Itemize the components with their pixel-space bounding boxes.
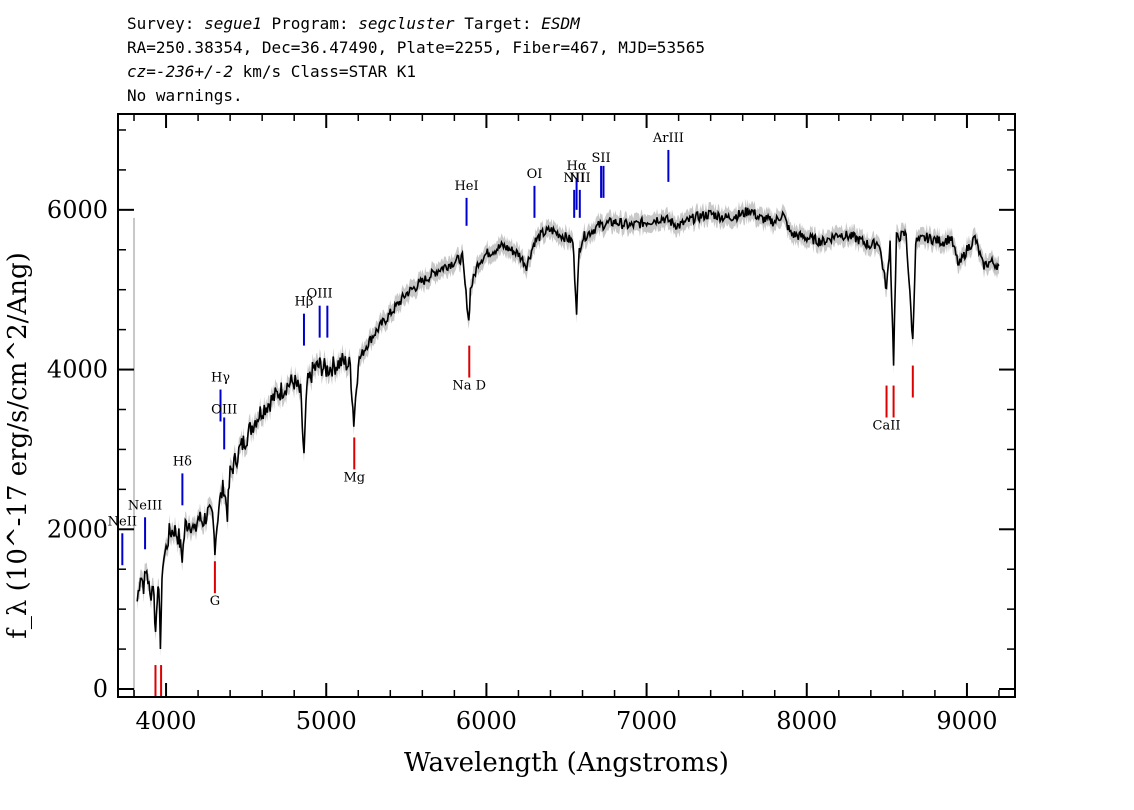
program-value: segcluster: [358, 14, 455, 33]
x-axis-title: Wavelength (Angstroms): [404, 748, 729, 778]
absorption-line-label: CaII: [873, 418, 901, 433]
emission-line-label: NII: [563, 171, 585, 186]
cz-label: cz=: [127, 62, 156, 81]
axis-ticks-layer: 4000 5000 6000 7000 8000 9000 0 2000 4000 6000: [47, 114, 1015, 735]
y-tick-label: 0: [93, 675, 108, 703]
header-line-survey: Survey: segue1 Program: segcluster Targe…: [127, 12, 705, 36]
emission-line-label: OIII: [211, 402, 237, 417]
emission-line-label: OI: [527, 167, 543, 182]
emission-line-label: NeIII: [128, 498, 162, 513]
emission-line-label: SII: [592, 151, 611, 166]
survey-value: segue1: [204, 14, 262, 33]
emission-line-label: NeII: [108, 514, 137, 529]
absorption-line-label: Mg: [343, 470, 365, 485]
error-band-layer: [133, 198, 999, 697]
program-label: Program:: [271, 14, 349, 33]
emission-line-label: Hβ: [295, 295, 314, 310]
y-tick-label: 4000: [47, 356, 108, 384]
emission-line-label: OIII: [307, 287, 333, 302]
cz-suffix: km/s Class=STAR K1: [232, 62, 416, 81]
target-label: Target:: [464, 14, 532, 33]
header-line-coords: RA=250.38354, Dec=36.47490, Plate=2255, …: [127, 38, 705, 57]
x-tick-label: 4000: [136, 707, 197, 735]
error-band: [137, 198, 999, 658]
target-value: ESDM: [541, 14, 580, 33]
header-line-redshift: cz=-236+/-2 km/s Class=STAR K1: [127, 60, 705, 84]
emission-line-label: NII: [569, 171, 591, 186]
y-tick-label: 2000: [47, 515, 108, 543]
x-tick-label: 5000: [296, 707, 357, 735]
spectrum-line: [136, 207, 1000, 650]
x-tick-label: 8000: [776, 707, 837, 735]
x-tick-label: 6000: [456, 707, 517, 735]
header-line-warnings: No warnings.: [127, 86, 243, 105]
absorption-line-label: Na D: [452, 379, 486, 394]
x-tick-label: 9000: [936, 707, 997, 735]
emission-line-label: ArIII: [652, 131, 684, 146]
emission-line-label: HeI: [454, 179, 478, 194]
spectrum-header: Survey: segue1 Program: segcluster Targe…: [127, 12, 705, 108]
spectrum-layer: [136, 207, 1000, 650]
emission-line-label: Hδ: [173, 454, 192, 469]
plot-frame: [117, 113, 1016, 698]
emission-line-label: Hα: [567, 159, 587, 174]
survey-label: Survey:: [127, 14, 195, 33]
x-tick-label: 7000: [616, 707, 677, 735]
emission-line-label: Hγ: [211, 371, 230, 386]
absorption-line-label: G: [210, 594, 220, 609]
y-axis-title: f_λ (10^-17 erg/s/cm^2/Ang): [3, 252, 33, 638]
cz-value: -236+/-2: [155, 62, 233, 81]
y-tick-label: 6000: [47, 196, 108, 224]
